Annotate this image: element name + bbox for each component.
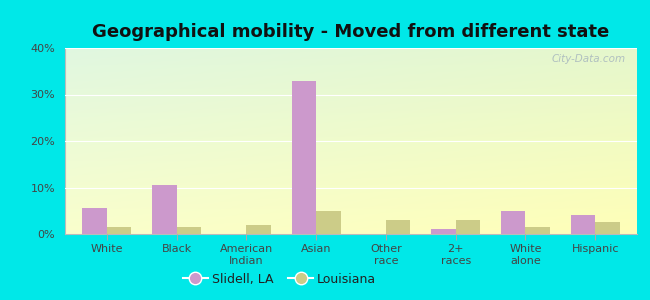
Bar <box>386 220 410 234</box>
Bar <box>246 225 271 234</box>
Bar <box>316 211 341 234</box>
Bar <box>501 211 525 234</box>
Bar <box>525 227 550 234</box>
Title: Geographical mobility - Moved from different state: Geographical mobility - Moved from diffe… <box>92 23 610 41</box>
Bar <box>83 208 107 234</box>
Bar <box>292 80 316 234</box>
Bar <box>152 185 177 234</box>
Bar <box>571 215 595 234</box>
Bar <box>456 220 480 234</box>
Bar <box>177 227 201 234</box>
Bar <box>107 227 131 234</box>
Text: City-Data.com: City-Data.com <box>551 54 625 64</box>
Legend: Slidell, LA, Louisiana: Slidell, LA, Louisiana <box>178 268 381 291</box>
Bar <box>431 229 456 234</box>
Bar <box>595 222 619 234</box>
